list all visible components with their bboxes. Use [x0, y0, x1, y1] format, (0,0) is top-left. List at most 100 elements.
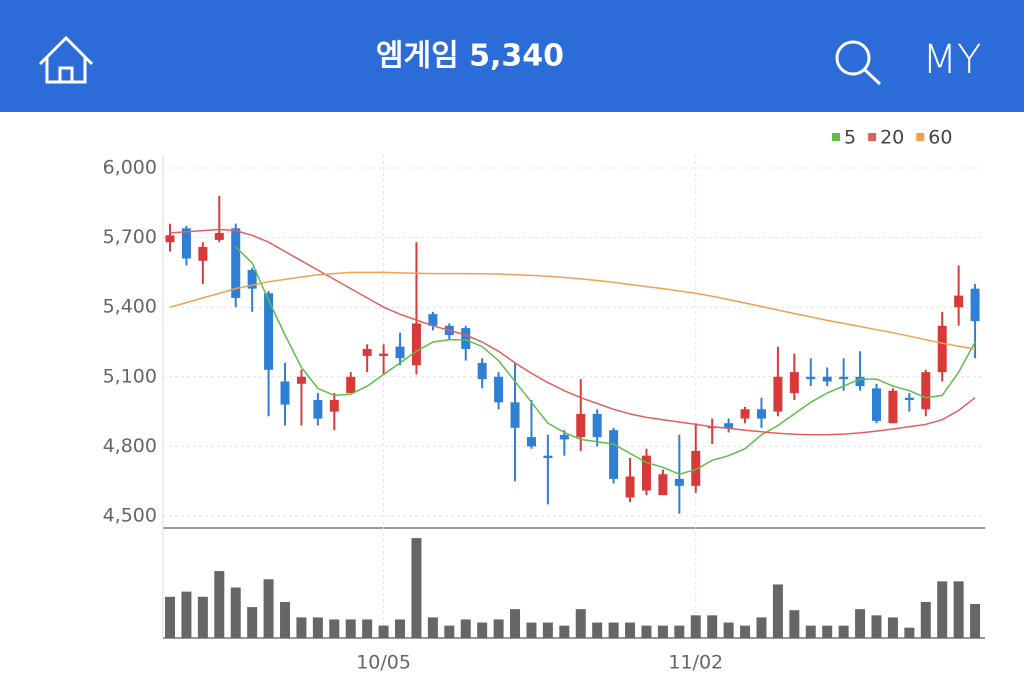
volume-bar [855, 609, 866, 638]
volume-bar [641, 625, 652, 638]
candle-body [231, 228, 241, 298]
candle-body [954, 295, 964, 308]
x-tick-label: 10/05 [356, 652, 411, 674]
candle-body [395, 346, 405, 359]
volume-bar [247, 607, 258, 638]
volume-bar [871, 615, 882, 638]
volume-bar [395, 619, 406, 638]
volume-bar [510, 609, 521, 638]
candle-body [411, 323, 421, 366]
volume-bar [542, 622, 553, 638]
y-tick-label: 6,000 [103, 157, 157, 179]
candle-body [839, 376, 849, 380]
volume-bar [296, 617, 307, 638]
candle-body [855, 376, 865, 387]
volume-bar [280, 601, 291, 638]
volume-bar [411, 538, 422, 638]
candle-body [362, 348, 372, 356]
volume-bar [772, 584, 783, 638]
candle-body [165, 235, 175, 243]
moving-average-line [169, 228, 976, 436]
volume-bar [345, 619, 356, 638]
candle-body [674, 478, 684, 486]
volume-bar [575, 609, 586, 638]
volume-bar [312, 617, 323, 638]
volume-bar [526, 622, 537, 638]
candle-body [641, 455, 651, 491]
candle-body [724, 423, 734, 428]
candle-body [740, 409, 750, 419]
volume-bar [789, 610, 800, 638]
volume-bar [263, 579, 274, 638]
volume-bar [740, 625, 751, 638]
my-button[interactable]: MY [923, 37, 982, 83]
candle-body [494, 376, 504, 403]
volume-bar [904, 627, 915, 638]
candle-body [888, 390, 898, 424]
candle-body [970, 288, 980, 322]
chart: 4,500 4,800 5,100 5,400 5,700 6,000 10/05 11/02… [103, 127, 985, 674]
volume-bar [493, 619, 504, 638]
candle-body [609, 430, 619, 479]
volume-bar [230, 587, 241, 638]
legend-swatch [916, 133, 925, 141]
candle-body [773, 376, 783, 412]
candle-body [477, 362, 487, 380]
candle-body [428, 314, 438, 326]
candle-body [592, 413, 602, 438]
candle-body [691, 451, 701, 486]
candle-body [543, 455, 553, 458]
volume-bar [657, 625, 668, 638]
legend-label: 5 [844, 127, 856, 149]
volume-bar [477, 622, 488, 638]
volume-bar [197, 596, 208, 638]
candle-body [559, 434, 569, 440]
candle-body [264, 293, 274, 370]
volume-bar [838, 625, 849, 638]
search-icon[interactable] [835, 40, 882, 86]
x-tick-label: 11/02 [668, 652, 723, 674]
volume-bar [181, 591, 192, 638]
candle-body [329, 400, 339, 412]
candle-body [756, 409, 766, 419]
y-tick-label: 4,800 [103, 435, 157, 457]
home-door [58, 66, 74, 82]
volume-bar [625, 622, 636, 638]
volume-bar [592, 622, 603, 638]
candle-body [576, 413, 586, 438]
candle-body [625, 476, 635, 498]
header-title: 엠게임 5,340 [376, 39, 564, 74]
volume-bar [937, 581, 948, 638]
moving-average-line [235, 246, 976, 475]
volume-bar [953, 581, 964, 638]
candle-body [461, 328, 471, 349]
home-walls [45, 58, 87, 84]
candle-body [214, 232, 224, 240]
candle-body [822, 376, 832, 382]
candle-body [921, 372, 931, 410]
volume-bar [378, 625, 389, 638]
volume-bar [214, 571, 225, 638]
volume-bar [970, 604, 981, 638]
y-tick-label: 5,700 [103, 226, 157, 248]
legend-swatch [832, 133, 840, 141]
y-tick-label: 5,100 [103, 365, 157, 387]
volume-bar [362, 619, 373, 638]
header-bar [0, 0, 1024, 112]
volume-bar [707, 615, 718, 638]
candle-body [510, 402, 520, 428]
volume-bar [427, 617, 438, 638]
candle-body [937, 325, 947, 373]
candle-body [789, 372, 799, 394]
candle-body [280, 381, 290, 405]
legend-label: 20 [880, 127, 904, 149]
candle-body [806, 376, 816, 380]
volume-bar [608, 622, 619, 638]
home-icon[interactable] [38, 35, 94, 84]
moving-average-line [169, 271, 976, 350]
y-tick-label: 4,500 [103, 505, 157, 527]
volume-bar [920, 601, 931, 638]
candle-body [379, 353, 389, 356]
volume-bar [822, 625, 833, 638]
